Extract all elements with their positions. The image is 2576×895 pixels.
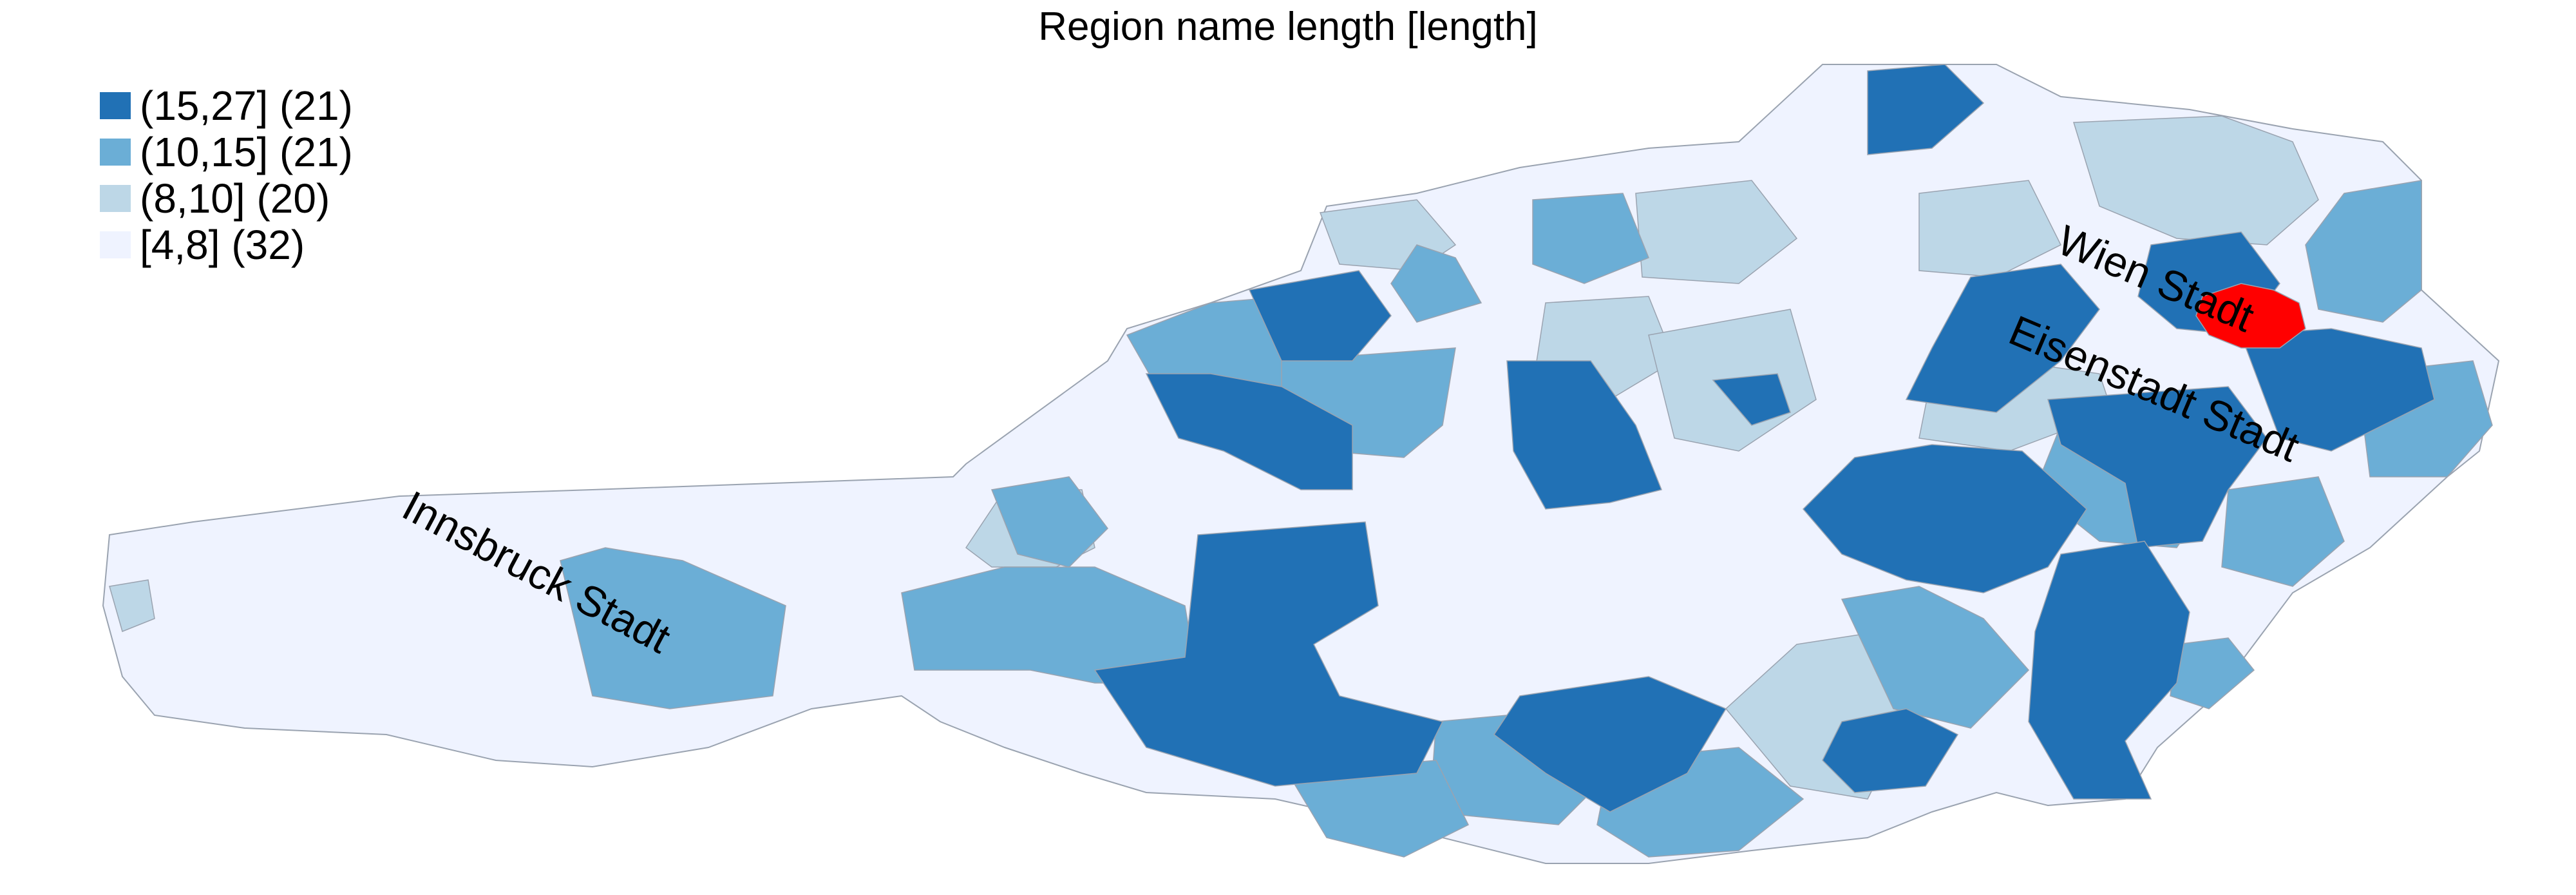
region bbox=[2221, 476, 2345, 587]
region bbox=[1145, 373, 1353, 490]
legend-item: [4,8] (32) bbox=[100, 222, 353, 268]
map-title: Region name length [length] bbox=[1038, 5, 1538, 49]
region bbox=[109, 579, 155, 633]
region bbox=[2305, 180, 2422, 323]
region bbox=[2028, 541, 2190, 800]
legend-item: (10,15] (21) bbox=[100, 129, 353, 175]
region bbox=[1248, 270, 1392, 361]
region bbox=[1867, 64, 1985, 155]
legend-swatch bbox=[100, 92, 131, 119]
region bbox=[1506, 360, 1663, 510]
region bbox=[1905, 264, 2100, 413]
legend-label: [4,8] (32) bbox=[140, 222, 305, 268]
highlighted-region-wien bbox=[2195, 283, 2306, 349]
legend: (15,27] (21) (10,15] (21) (8,10] (20) [4… bbox=[100, 82, 353, 268]
region bbox=[1802, 444, 2087, 593]
region bbox=[1822, 708, 1959, 793]
region bbox=[2047, 386, 2268, 548]
region bbox=[1532, 193, 1649, 284]
region bbox=[1635, 180, 1798, 284]
legend-swatch bbox=[100, 185, 131, 212]
legend-swatch bbox=[100, 231, 131, 258]
legend-label: (15,27] (21) bbox=[140, 82, 353, 129]
region bbox=[1390, 244, 1482, 323]
legend-item: (8,10] (20) bbox=[100, 175, 353, 222]
region bbox=[2240, 328, 2435, 452]
region bbox=[560, 547, 786, 709]
region bbox=[1094, 521, 1444, 787]
legend-swatch bbox=[100, 139, 131, 166]
legend-label: (10,15] (21) bbox=[140, 129, 353, 175]
region bbox=[2072, 115, 2319, 245]
region bbox=[1841, 586, 2030, 729]
legend-label: (8,10] (20) bbox=[140, 175, 330, 222]
region bbox=[990, 476, 1108, 568]
legend-item: (15,27] (21) bbox=[100, 82, 353, 129]
region bbox=[1712, 373, 1791, 426]
region bbox=[1493, 676, 1727, 813]
region bbox=[1918, 180, 2062, 278]
